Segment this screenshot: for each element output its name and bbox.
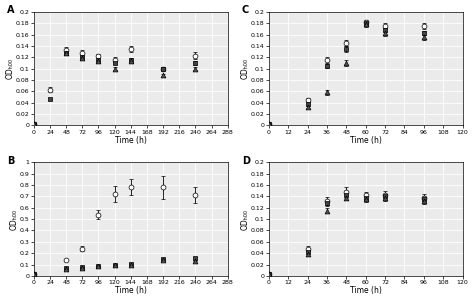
Y-axis label: ODₕ₀₀: ODₕ₀₀: [9, 209, 18, 230]
X-axis label: Time (h): Time (h): [115, 136, 146, 145]
Y-axis label: ODₕ₀₀: ODₕ₀₀: [240, 209, 249, 230]
Text: B: B: [7, 156, 14, 166]
X-axis label: Time (h): Time (h): [350, 287, 382, 296]
Y-axis label: ODₕ₀₀: ODₕ₀₀: [6, 58, 15, 79]
Text: C: C: [242, 5, 249, 15]
Y-axis label: ODₕ₀₀: ODₕ₀₀: [240, 58, 249, 79]
X-axis label: Time (h): Time (h): [115, 287, 146, 296]
Text: A: A: [7, 5, 14, 15]
Text: D: D: [242, 156, 250, 166]
X-axis label: Time (h): Time (h): [350, 136, 382, 145]
